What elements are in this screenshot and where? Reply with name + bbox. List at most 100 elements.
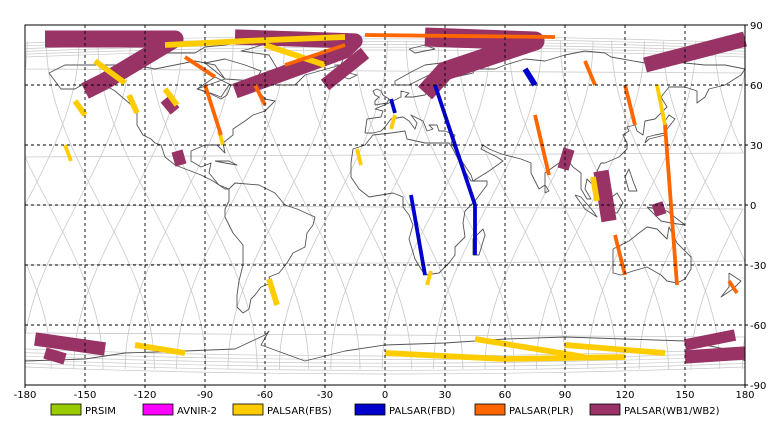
swath-palsar-fbs <box>63 144 73 162</box>
coastline-sri-lanka <box>544 184 550 194</box>
legend-label: PALSAR(PLR) <box>509 406 574 417</box>
swath-palsar-fbd <box>522 67 538 87</box>
swath-palsar-wb1-wb2 <box>417 27 545 100</box>
swath-palsar-fbs <box>655 84 667 126</box>
legend-swatch <box>354 403 386 416</box>
orbit-track <box>25 41 746 369</box>
polar-orbit-arc <box>24 363 746 371</box>
swath-palsar-fbs <box>93 58 127 86</box>
orbit-track <box>354 41 464 369</box>
y-tick-label: 60 <box>750 81 763 92</box>
coastline-philippines <box>624 168 638 192</box>
orbit-track <box>611 41 721 369</box>
legend-label: AVNIR-2 <box>177 406 217 417</box>
legend-swatch <box>474 403 506 416</box>
x-tick-label: -90 <box>197 390 213 401</box>
swath-palsar-fbd <box>409 194 427 276</box>
y-tick-label: -30 <box>750 261 766 272</box>
swath-palsar-wb1-wb2 <box>160 95 180 115</box>
y-tick-label: -90 <box>750 381 766 392</box>
x-tick-labels: -180 -150 -120 -90 -60 -30 0 30 60 90 120 150 180 <box>14 385 755 401</box>
coastline-australia <box>612 226 692 284</box>
coastline-new-zealand <box>720 272 742 298</box>
y-tick-label: 30 <box>750 141 763 152</box>
y-tick-label: -60 <box>750 321 766 332</box>
swath-palsar-wb1-wb2 <box>45 30 184 99</box>
legend-label: PALSAR(FBS) <box>267 406 332 417</box>
coastline-indonesia <box>574 194 598 218</box>
swath-palsar-wb1-wb2 <box>643 31 747 73</box>
x-tick-label: -120 <box>134 390 157 401</box>
coastline-madagascar <box>472 228 486 256</box>
x-tick-label: -60 <box>257 390 273 401</box>
x-tick-label: 150 <box>675 390 694 401</box>
swath-palsar-wb1-wb2 <box>557 147 575 171</box>
swath-palsar-fbs <box>355 148 363 166</box>
x-tick-label: 0 <box>382 390 388 401</box>
legend-swatch <box>50 403 82 416</box>
orbit-track <box>508 41 618 369</box>
x-tick-label: 90 <box>559 390 572 401</box>
swath-palsar-plr <box>623 84 637 126</box>
x-tick-label: -180 <box>14 390 37 401</box>
orbit-track <box>381 41 491 369</box>
swath-palsar-plr <box>613 234 627 276</box>
coastline-uk <box>372 88 390 106</box>
swath-palsar-fbs <box>590 176 600 202</box>
y-tick-labels: 90 60 30 0 -30 -60 -90 <box>745 21 766 392</box>
polar-orbit-arc <box>24 46 746 55</box>
legend-label: PALSAR(WB1/WB2) <box>624 406 720 417</box>
swath-palsar-plr <box>253 84 267 106</box>
x-tick-label: -30 <box>317 390 333 401</box>
swath-palsar-wb1-wb2 <box>593 169 617 223</box>
swath-palsar-wb1-wb2 <box>683 329 737 351</box>
coastline-japan <box>644 114 676 144</box>
swath-palsar-wb1-wb2 <box>171 149 187 167</box>
swath-palsar-fbs <box>384 350 626 362</box>
swath-palsar-plr <box>583 60 597 86</box>
swath-palsar-fbs <box>72 99 88 117</box>
swath-palsar-fbs <box>266 278 280 306</box>
orbit-track <box>148 41 258 369</box>
coastline-svalbard <box>408 44 436 54</box>
acquisition-swaths <box>34 27 747 365</box>
swath-palsar-fbs <box>162 87 180 107</box>
swath-palsar-fbd <box>389 98 397 114</box>
x-tick-label: -150 <box>74 390 97 401</box>
swath-palsar-fbs <box>389 114 397 130</box>
swath-palsar-plr <box>183 55 217 79</box>
orbit-track <box>484 41 594 369</box>
y-tick-label: 0 <box>750 201 756 212</box>
x-tick-label: 60 <box>499 390 512 401</box>
coastline-new-guinea <box>646 206 686 226</box>
legend-swatch <box>232 403 264 416</box>
legend-swatch <box>142 403 174 416</box>
swath-palsar-plr <box>727 279 739 295</box>
legend-label: PRSIM <box>85 406 116 417</box>
swath-palsar-plr <box>203 84 223 136</box>
swath-palsar-fbs <box>126 93 140 115</box>
polar-orbit-arc <box>24 352 746 360</box>
x-tick-label: 180 <box>735 390 754 401</box>
swath-palsar-fbs <box>164 34 346 48</box>
orbit-track <box>46 41 155 369</box>
coastline-africa <box>350 130 488 276</box>
legend-label: PALSAR(FBD) <box>389 406 455 417</box>
swath-palsar-fbs <box>474 336 586 360</box>
polar-orbit-arc <box>24 359 746 368</box>
orbit-track <box>24 41 744 369</box>
orbit-track <box>405 41 515 369</box>
x-tick-label: 30 <box>439 390 452 401</box>
orbit-track <box>24 41 744 369</box>
legend-swatch <box>589 403 621 416</box>
x-tick-label: 120 <box>615 390 634 401</box>
swath-palsar-wb1-wb2 <box>43 347 67 365</box>
coastline-hudson-bay <box>196 76 232 100</box>
swath-palsar-fbs <box>425 270 433 286</box>
swath-palsar-plr <box>284 43 346 67</box>
orbit-track <box>227 41 337 369</box>
coastline-cuba <box>214 160 238 166</box>
y-tick-label: 90 <box>750 21 763 32</box>
swath-palsar-wb1-wb2 <box>320 47 370 91</box>
coastline-south-america <box>224 182 316 314</box>
